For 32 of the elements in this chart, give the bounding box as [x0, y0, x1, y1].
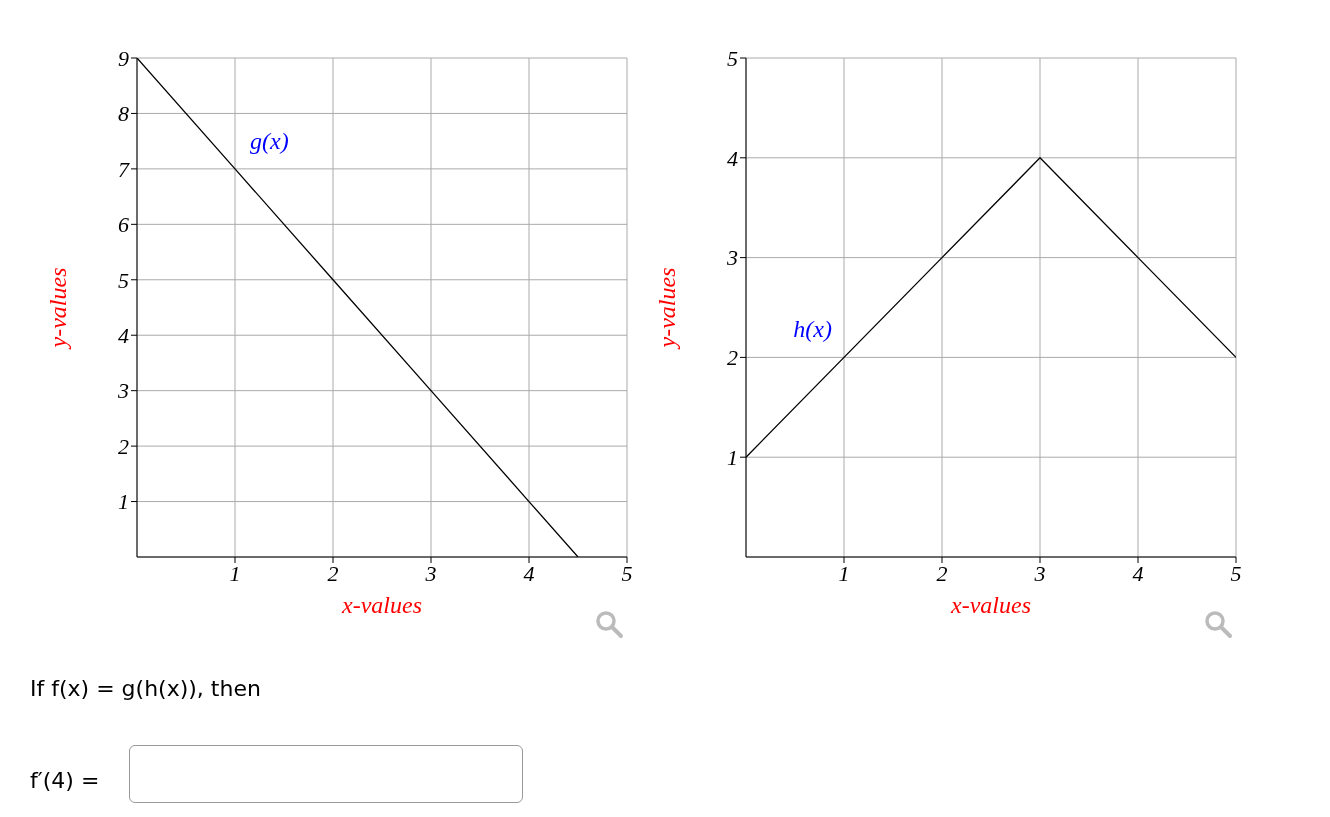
y-axis-title: y-values	[44, 267, 71, 350]
x-tick-label: 1	[838, 560, 850, 586]
x-axis-title: x-values	[341, 592, 422, 618]
y-tick-label: 4	[118, 323, 129, 349]
x-tick-label: 3	[424, 560, 437, 586]
y-tick-label: 3	[726, 245, 738, 271]
y-axis-title: y-values	[653, 267, 680, 350]
y-tick-label: 9	[118, 45, 129, 71]
x-tick-label: 2	[936, 560, 948, 586]
y-tick-label: 2	[118, 433, 129, 459]
y-tick-label: 1	[118, 489, 129, 515]
text: f′(4) =	[30, 768, 100, 793]
text: If f(x) = g(h(x)), then	[30, 676, 261, 701]
y-tick-label: 4	[727, 145, 738, 171]
x-tick-label: 3	[1033, 560, 1046, 586]
series-label: h(x)	[793, 316, 832, 343]
y-tick-label: 5	[727, 45, 738, 71]
x-tick-label: 4	[1132, 560, 1144, 586]
y-tick-label: 2	[727, 345, 738, 371]
x-tick-label: 4	[523, 560, 535, 586]
y-tick-label: 3	[117, 378, 129, 404]
x-tick-label: 5	[621, 560, 633, 586]
y-tick-label: 6	[118, 212, 129, 238]
y-tick-label: 7	[118, 156, 130, 182]
x-tick-label: 2	[327, 560, 339, 586]
series-label: g(x)	[250, 127, 289, 154]
y-tick-label: 1	[727, 445, 738, 471]
x-axis-title: x-values	[950, 592, 1031, 618]
x-tick-label: 1	[229, 560, 241, 586]
y-tick-label: 5	[118, 267, 129, 293]
y-tick-label: 8	[118, 101, 129, 127]
x-tick-label: 5	[1230, 560, 1242, 586]
